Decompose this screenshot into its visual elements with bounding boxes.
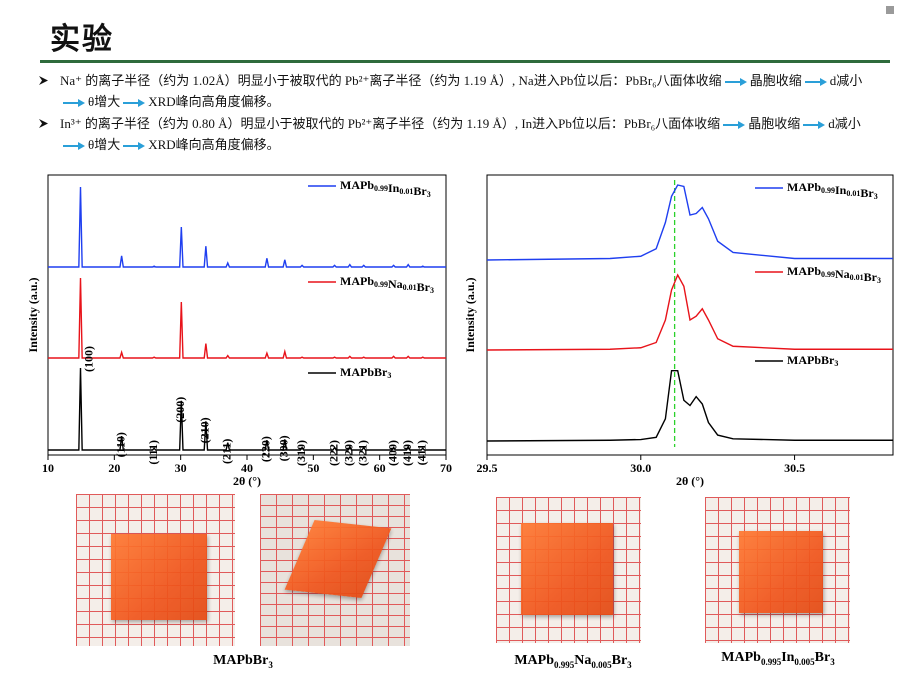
legend-label: MAPb0.99In0.01Br3 — [787, 180, 878, 201]
peak-label: (410) — [400, 440, 414, 466]
bullet-text: θ增大 — [88, 137, 121, 152]
x-tick-label: 70 — [440, 461, 452, 475]
bullet-text: d减小 — [828, 116, 861, 131]
x-axis-label: 2θ (°) — [676, 474, 704, 488]
bullet-text: d减小 — [829, 73, 863, 88]
x-tick-label: 30.5 — [784, 461, 805, 475]
bullet-text: XRD峰向高角度偏移。 — [148, 94, 280, 109]
photo — [496, 497, 641, 643]
series-line — [48, 186, 446, 268]
bullet-marker — [39, 119, 48, 128]
bullet-marker — [39, 76, 48, 85]
x-axis-label: 2θ (°) — [233, 474, 261, 488]
bullet-text: 晶胞收缩 — [749, 73, 802, 88]
peak-label: (310) — [294, 440, 308, 466]
x-tick-label: 60 — [374, 461, 386, 475]
bullet-text: 晶胞收缩 — [748, 116, 801, 131]
photo-caption: MAPbBr3 — [213, 653, 273, 670]
series-line — [48, 277, 446, 359]
peak-label: (321) — [355, 440, 369, 466]
peak-label: (111) — [146, 440, 160, 465]
arrow-icon — [803, 121, 826, 130]
peak-label: (210) — [198, 417, 212, 443]
bullet: Na⁺ 的离子半径（约为 1.02Å）明显小于被取代的 Pb²⁺离子半径（约为 … — [38, 70, 888, 112]
photo — [260, 494, 410, 646]
legend-label: MAPb0.99Na0.01Br3 — [340, 274, 434, 295]
legend-label: MAPb0.99Na0.01Br3 — [787, 264, 881, 285]
bullet-text: θ增大 — [88, 94, 121, 109]
bullet: In³⁺ 的离子半径（约为 0.80 Å）明显小于被取代的 Pb²⁺离子半径（约… — [38, 113, 888, 155]
peak-label: (110) — [113, 432, 127, 457]
arrow-icon — [123, 142, 146, 151]
plot-frame — [47, 174, 447, 456]
bullet-list: Na⁺ 的离子半径（约为 1.02Å）明显小于被取代的 Pb²⁺离子半径（约为 … — [38, 70, 888, 156]
crystal — [111, 534, 207, 620]
bullet-text: Na⁺ 的离子半径（约为 1.02Å）明显小于被取代的 Pb²⁺离子半径（约为 … — [60, 73, 722, 88]
plot-frame — [486, 174, 894, 456]
peak-label: (320) — [342, 440, 356, 466]
peak-label: (200) — [173, 397, 187, 423]
arrow-icon — [63, 99, 85, 108]
peak-label: (300) — [277, 435, 291, 461]
arrow-icon — [123, 99, 146, 108]
y-axis-label: Intensity (a.u.) — [463, 277, 477, 352]
x-tick-label: 30 — [175, 461, 187, 475]
title-rule — [40, 60, 890, 63]
series-line — [486, 370, 893, 442]
x-tick-label: 30.0 — [630, 461, 651, 475]
photo-caption: MAPb0.995Na0.005Br3 — [514, 653, 632, 670]
bullet-text: XRD峰向高角度偏移。 — [148, 137, 280, 152]
peak-label: (100) — [81, 346, 95, 372]
x-tick-label: 10 — [42, 461, 54, 475]
legend-label: MAPbBr3 — [787, 353, 838, 368]
arrow-icon — [804, 78, 827, 87]
photo — [705, 497, 850, 643]
corner-mark — [886, 6, 894, 14]
photo-caption: MAPb0.995In0.005Br3 — [721, 650, 835, 667]
peak-label: (400) — [385, 440, 399, 466]
slide-title: 实验 — [50, 22, 114, 57]
series-line — [48, 367, 446, 451]
arrow-icon — [63, 142, 85, 151]
arrow-icon — [723, 121, 746, 130]
x-tick-label: 50 — [307, 461, 319, 475]
x-tick-label: 29.5 — [477, 461, 498, 475]
legend-label: MAPbBr3 — [340, 365, 391, 380]
series-line — [486, 184, 893, 261]
x-tick-label: 20 — [108, 461, 120, 475]
legend-label: MAPb0.99In0.01Br3 — [340, 178, 431, 199]
x-tick-label: 40 — [241, 461, 253, 475]
photo — [76, 494, 235, 646]
bullet-text: In³⁺ 的离子半径（约为 0.80 Å）明显小于被取代的 Pb²⁺离子半径（约… — [60, 116, 721, 131]
peak-label: (211) — [220, 439, 234, 464]
series-line — [486, 273, 893, 351]
peak-label: (411) — [415, 440, 429, 465]
crystal — [521, 523, 613, 615]
peak-label: (222) — [326, 440, 340, 466]
crystal — [739, 531, 823, 613]
peak-label: (220) — [259, 436, 273, 462]
arrow-icon — [724, 78, 747, 87]
y-axis-label: Intensity (a.u.) — [26, 277, 40, 352]
